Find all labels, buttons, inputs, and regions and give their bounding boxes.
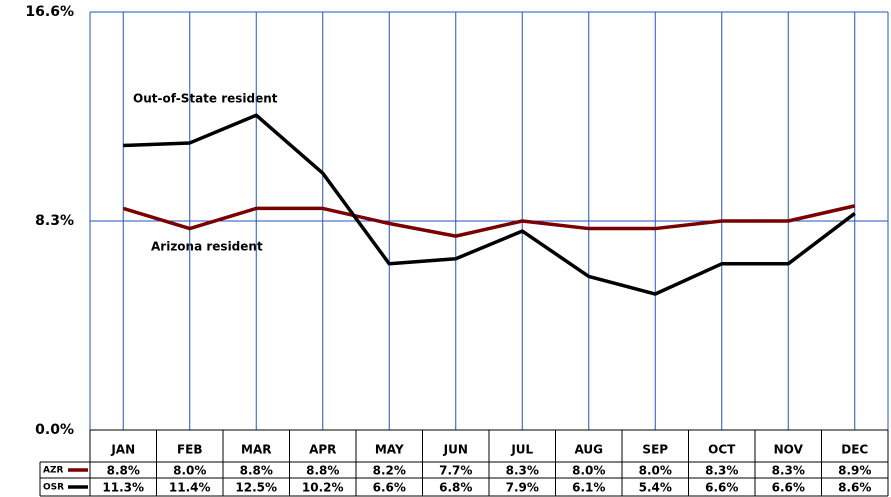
data-label: 8.8%	[107, 464, 140, 478]
data-label: 11.3%	[102, 481, 144, 495]
x-tick-label: JUL	[510, 443, 533, 457]
data-label: 8.6%	[838, 481, 871, 495]
x-tick-label: SEP	[642, 443, 668, 457]
data-label: 7.7%	[439, 464, 472, 478]
series-line	[122, 204, 856, 238]
y-tick-label: 0.0%	[35, 422, 74, 438]
data-label: 8.8%	[306, 464, 339, 478]
data-label: 12.5%	[235, 481, 277, 495]
data-label: 8.3%	[772, 464, 805, 478]
x-tick-label: MAR	[241, 443, 271, 457]
data-label: 8.3%	[705, 464, 738, 478]
x-tick-label: JAN	[110, 443, 135, 457]
legend-label: OSR	[43, 483, 64, 493]
y-tick-label: 8.3%	[35, 213, 74, 229]
annotation: Arizona resident	[151, 240, 263, 254]
x-tick-label: DEC	[841, 443, 868, 457]
data-label: 8.0%	[173, 464, 206, 478]
x-tick-label: FEB	[177, 443, 203, 457]
annotation: Out-of-State resident	[133, 92, 278, 106]
x-tick-label: AUG	[574, 443, 603, 457]
y-tick-label: 16.6%	[25, 4, 74, 20]
data-label: 7.9%	[506, 481, 539, 495]
data-label: 8.0%	[639, 464, 672, 478]
data-label: 8.3%	[506, 464, 539, 478]
series-line	[123, 113, 856, 296]
x-tick-label: OCT	[708, 443, 736, 457]
x-tick-label: NOV	[774, 443, 804, 457]
data-label: 6.1%	[572, 481, 605, 495]
x-tick-label: MAY	[375, 443, 404, 457]
x-tick-label: APR	[309, 443, 336, 457]
data-label: 6.8%	[439, 481, 472, 495]
legend-label: AZR	[43, 466, 63, 476]
x-tick-label: JUN	[443, 443, 468, 457]
data-label: 11.4%	[169, 481, 211, 495]
data-label: 6.6%	[705, 481, 738, 495]
data-label: 8.0%	[572, 464, 605, 478]
data-label: 8.8%	[240, 464, 273, 478]
data-label: 8.2%	[373, 464, 406, 478]
data-label: 6.6%	[373, 481, 406, 495]
data-label: 8.9%	[838, 464, 871, 478]
data-label: 5.4%	[639, 481, 672, 495]
data-label: 10.2%	[302, 481, 344, 495]
data-label: 6.6%	[772, 481, 805, 495]
